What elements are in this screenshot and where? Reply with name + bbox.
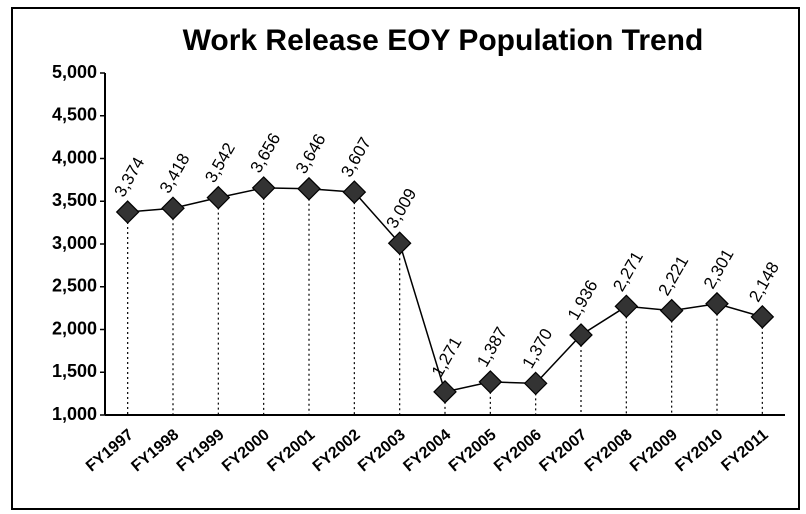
y-tick-label: 2,000 [52, 318, 97, 338]
marker [115, 200, 140, 224]
marker [206, 185, 231, 210]
marker [251, 176, 276, 200]
marker [705, 291, 729, 316]
y-tick-label: 1,000 [52, 404, 97, 424]
marker [297, 176, 321, 201]
marker [161, 196, 185, 221]
y-tick-label: 2,500 [52, 276, 97, 296]
marker [387, 231, 412, 256]
chart-title: Work Release EOY Population Trend [183, 24, 704, 57]
y-tick-label: 4,000 [52, 147, 97, 167]
marker [569, 323, 593, 347]
y-tick-label: 3,500 [52, 190, 97, 210]
marker [614, 294, 639, 319]
y-tick-label: 5,000 [52, 62, 97, 82]
marker [342, 180, 367, 204]
y-tick-label: 1,500 [52, 361, 97, 381]
marker [659, 298, 684, 323]
marker [523, 371, 548, 396]
y-tick-label: 3,000 [52, 233, 97, 253]
marker [750, 304, 775, 329]
marker [433, 379, 457, 404]
y-tick-label: 4,500 [52, 105, 97, 125]
marker [478, 370, 503, 394]
chart-border [11, 7, 800, 510]
